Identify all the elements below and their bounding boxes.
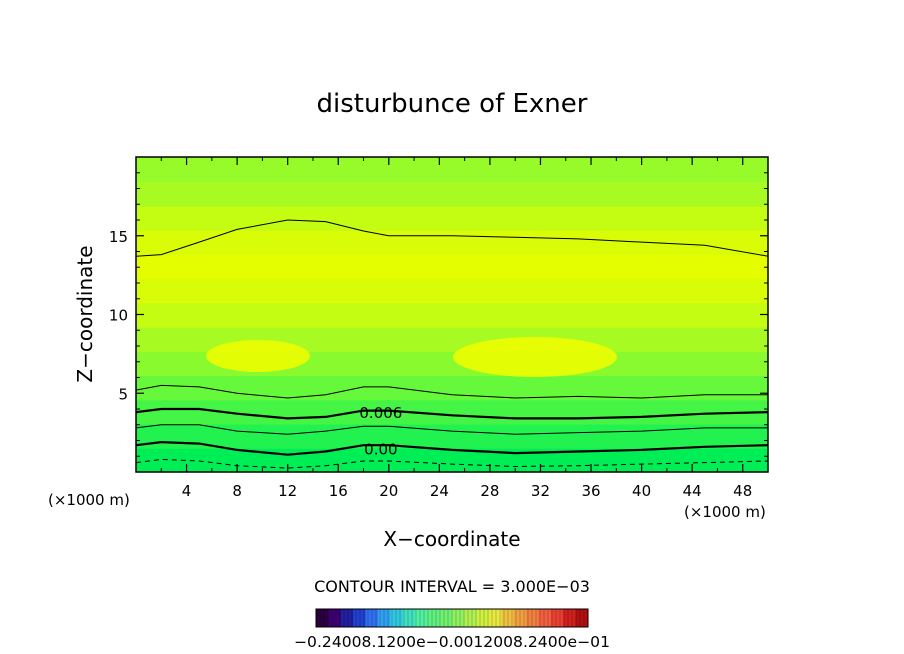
- contour-fill-highlights: [206, 337, 617, 377]
- fill-band: [136, 253, 768, 280]
- colorbar-swatch: [328, 609, 342, 627]
- x-unit-left: (×1000 m): [48, 491, 130, 509]
- colorbar-swatch: [464, 609, 478, 627]
- colorbar-swatch: [550, 609, 564, 627]
- fill-band: [136, 399, 768, 425]
- chart-title: disturbunce of Exner: [317, 89, 588, 119]
- x-tick-label: 4: [182, 482, 192, 500]
- x-axis-label: X−coordinate: [383, 527, 520, 551]
- contour-lines: [136, 219, 768, 469]
- contour-line: [136, 407, 768, 420]
- contour-line: [136, 384, 768, 399]
- contour-line: [136, 424, 768, 435]
- x-tick-label: 36: [581, 482, 600, 500]
- highlight-region-right: [453, 337, 617, 377]
- x-tick-label: 40: [632, 482, 651, 500]
- x-tick-label: 8: [232, 482, 242, 500]
- fill-band: [136, 229, 768, 255]
- colorbar-swatch: [439, 609, 453, 627]
- x-tick-label: 12: [278, 482, 297, 500]
- colorbar-swatch: [402, 609, 416, 627]
- x-tick-label: 20: [379, 482, 398, 500]
- colorbar-swatch: [526, 609, 540, 627]
- contour-interval-text: CONTOUR INTERVAL = 3.000E−03: [314, 577, 590, 596]
- contour-label: 0.00: [364, 440, 397, 458]
- contour-labels: 0.006 0.00: [359, 404, 402, 458]
- y-tick-label: 15: [109, 228, 128, 246]
- x-unit-right: (×1000 m): [684, 503, 766, 521]
- colorbar-swatch: [538, 609, 552, 627]
- x-tick-label: 16: [329, 482, 348, 500]
- colorbar-swatch: [427, 609, 441, 627]
- highlight-region-left: [206, 340, 310, 372]
- colorbar: [315, 609, 589, 627]
- y-tick-label: 10: [109, 307, 128, 325]
- colorbar-swatch: [316, 609, 329, 627]
- contour-line: [136, 219, 768, 257]
- contour-line: [136, 458, 768, 469]
- fill-band: [136, 205, 768, 231]
- colorbar-swatch: [476, 609, 490, 627]
- fill-band: [136, 181, 768, 207]
- x-tick-label: 32: [531, 482, 550, 500]
- colorbar-swatch: [390, 609, 404, 627]
- x-tick-label: 28: [480, 482, 499, 500]
- fill-band: [136, 423, 768, 449]
- colorbar-swatch: [575, 609, 589, 627]
- colorbar-swatch: [452, 609, 465, 627]
- y-axis-label: Z−coordinate: [73, 245, 97, 382]
- fill-band: [136, 278, 768, 304]
- fill-band: [136, 447, 768, 472]
- y-axis: 5 10 15: [109, 172, 768, 457]
- colorbar-swatch: [340, 609, 354, 627]
- y-tick-label: 5: [118, 385, 128, 403]
- colorbar-swatch: [377, 609, 391, 627]
- colorbar-swatch: [513, 609, 527, 627]
- colorbar-swatch: [501, 609, 515, 627]
- colorbar-frame: [315, 608, 589, 628]
- colorbar-swatch: [353, 609, 366, 627]
- fill-band: [136, 375, 768, 401]
- colorbar-swatch: [414, 609, 428, 627]
- fill-band: [136, 302, 768, 328]
- fill-band: [136, 157, 768, 183]
- colorbar-labels: −0.24008.1200e−0.0012008.2400e−01: [294, 633, 610, 651]
- x-axis: 4 8 12 16 20 24 28 32 36 40 44 48: [160, 157, 752, 500]
- colorbar-swatch: [489, 609, 502, 627]
- x-tick-label: 24: [430, 482, 449, 500]
- colorbar-swatch: [365, 609, 379, 627]
- contour-label: 0.006: [359, 404, 402, 422]
- contour-line: [136, 440, 768, 456]
- x-tick-label: 48: [733, 482, 752, 500]
- colorbar-swatch: [563, 609, 577, 627]
- contour-fill-bands: [136, 157, 768, 472]
- x-tick-label: 44: [683, 482, 702, 500]
